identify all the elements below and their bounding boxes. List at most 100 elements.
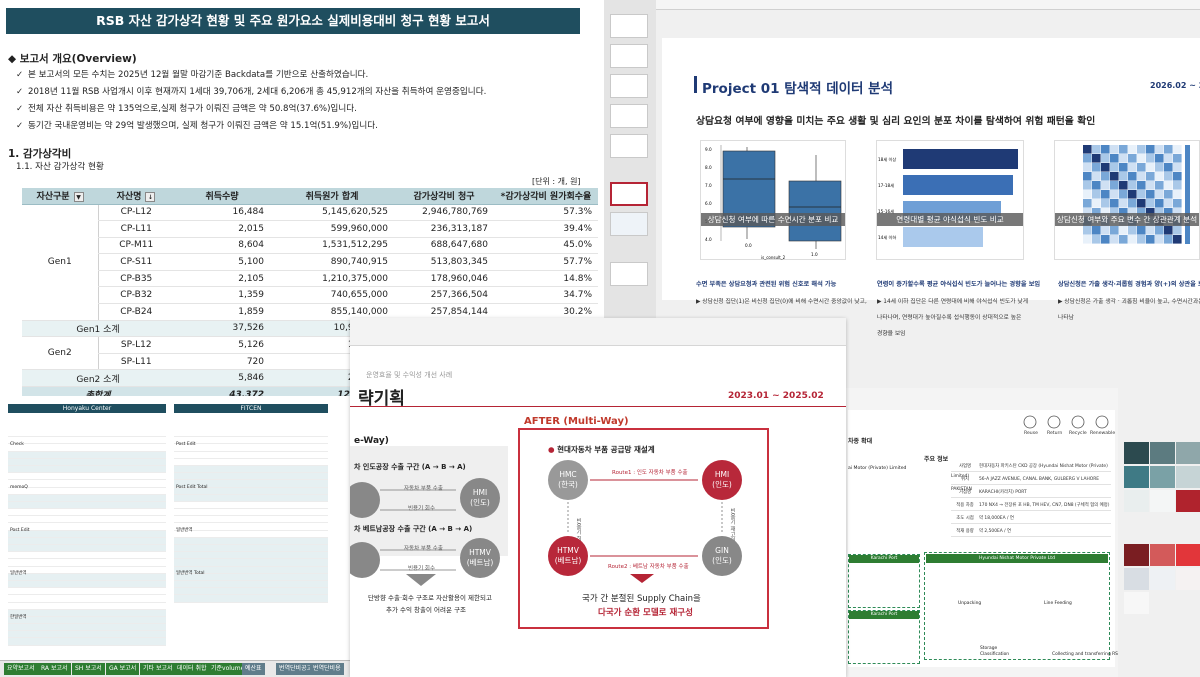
heatmap-cell [1164, 190, 1173, 199]
bar-category-label: 14세 이하 [878, 234, 896, 241]
column-header[interactable]: 자산명 ↓ [98, 188, 174, 205]
heatmap-cell [1128, 235, 1137, 244]
color-swatch[interactable] [1150, 442, 1175, 464]
slide-thumbnail-strip [604, 0, 656, 320]
icon-label: Return [1047, 431, 1063, 436]
color-swatch[interactable] [1124, 466, 1149, 488]
column-header[interactable]: 자산구분 ▼ [22, 188, 98, 205]
table-cell: 1,859 [174, 303, 270, 321]
heatmap-cell [1110, 199, 1119, 208]
slide-thumbnail[interactable] [610, 134, 648, 158]
heatmap-card: 상담신청 여부와 주요 변수 간 상관관계 분석 [1054, 140, 1200, 260]
color-swatch[interactable] [1124, 568, 1149, 590]
heatmap-cell [1137, 199, 1146, 208]
pivot-row [174, 452, 328, 459]
column-header: 감가상각비 청구 [394, 188, 494, 205]
slide-thumbnail[interactable] [610, 14, 648, 38]
sheet-tab[interactable]: 번역단비용 [310, 663, 344, 675]
slide-title: 략기획 [358, 389, 405, 409]
down-arrow-icon [406, 574, 436, 586]
heatmap-cell [1137, 190, 1146, 199]
table-cell: 8,604 [174, 237, 270, 255]
sheet-tab[interactable]: 요약보고서 [4, 663, 38, 675]
sheet-tab[interactable]: RA 보고서 [38, 663, 71, 675]
horizontal-ruler [350, 318, 846, 346]
check-icon: ✓ [16, 70, 24, 80]
table-cell: 5,100 [174, 253, 270, 271]
info-key: 적재 용량 [956, 529, 974, 534]
heatmap-cell [1101, 172, 1110, 181]
table-cell: SP-L12 [97, 336, 174, 354]
heatmap-cell [1155, 199, 1164, 208]
color-swatch[interactable] [1176, 568, 1200, 590]
color-swatch[interactable] [1176, 466, 1200, 488]
slide-thumbnail-selected[interactable] [610, 182, 648, 206]
heatmap-cell [1092, 163, 1101, 172]
sheet-tab-bar: 요약보고서 RA 보고서 SH 보고서 GA 보고서 기타 보고서 데이터 취합 기준vol… [0, 660, 352, 677]
pivot-row [8, 509, 166, 517]
pivot-row [174, 480, 328, 488]
info-row: 적용 차종 170 NX4 → 전장류 포 HB, TM HEV, CN7, DN… [951, 501, 1111, 511]
port-label: Karachi Port [849, 611, 919, 619]
info-row: 초도 시점 약 18,000EA / 연 [951, 514, 1111, 524]
heatmap-cell [1119, 181, 1128, 190]
info-row: 사업명 현대자동차 파키스탄 CKD 공장 (Hyundai Nishat Mot… [951, 462, 1111, 479]
node-hmi: HMI (인도) [702, 460, 742, 500]
sheet-tab[interactable]: SH 보고서 [72, 663, 105, 675]
table-cell: CP-M11 [97, 237, 174, 255]
heatmap-cell [1155, 226, 1164, 235]
pivot-row: Post Edit [8, 516, 166, 533]
heatmap-cell [1110, 235, 1119, 244]
color-swatch[interactable] [1176, 490, 1200, 512]
filter-dropdown-icon[interactable]: ▼ [73, 191, 84, 202]
heatmap-cell [1110, 145, 1119, 154]
heatmap-cell [1110, 208, 1119, 217]
color-swatch[interactable] [1124, 592, 1149, 614]
sort-icon[interactable]: ↓ [145, 191, 156, 202]
node-htmv: HTMV (베트남) [548, 536, 588, 576]
pivot-group-label: memoQ [10, 485, 28, 491]
table-row: CP-B35 2,105 1,210,375,000 178,960,046 14.8% [22, 270, 598, 288]
heatmap-cell [1119, 208, 1128, 217]
color-swatch[interactable] [1124, 544, 1149, 566]
pivot-row [174, 566, 328, 574]
sheet-tab[interactable]: GA 보고서 [106, 663, 140, 675]
color-swatch[interactable] [1176, 544, 1200, 566]
sheet-tab[interactable]: 데이터 취합 [174, 663, 210, 675]
sheet-tab[interactable]: 번역단비공고 [276, 663, 316, 675]
card-caption: 상담신청 여부와 주요 변수 간 상관관계 분석 [1055, 213, 1199, 226]
heatmap-cell [1128, 163, 1137, 172]
heatmap-cell [1173, 226, 1182, 235]
heatmap-cell [1146, 199, 1155, 208]
color-swatch[interactable] [1150, 568, 1175, 590]
pivot-row [8, 631, 166, 639]
section-heading: 차종 확대 [848, 438, 873, 445]
pivot-table-right: Post Edit Post Edit Total 일반번역 일반번역 Total [174, 430, 328, 603]
color-swatch[interactable] [1176, 442, 1200, 464]
slide-thumbnail[interactable] [610, 212, 648, 236]
heatmap-cell [1092, 145, 1101, 154]
color-swatch[interactable] [1124, 442, 1149, 464]
slide-thumbnail[interactable] [610, 262, 648, 286]
pivot-row [8, 567, 166, 574]
pivot-table-left: Check memoQ Post Edit 일반번역 한일번역 [8, 430, 166, 646]
return-label: 빈용기 회수 [575, 518, 581, 548]
column-header: 취득원가 합계 [270, 188, 394, 205]
sheet-tab[interactable]: 예산표 [242, 663, 265, 675]
column-header: *감가상각비 원가회수율 [494, 188, 598, 205]
slide-thumbnail[interactable] [610, 104, 648, 128]
slide-thumbnail[interactable] [610, 74, 648, 98]
slide-thumbnail[interactable] [610, 44, 648, 68]
heatmap-cell [1155, 145, 1164, 154]
sleep-boxplot: 9.08.07.06.05.04.0 0.0 1.0 is_consult_2 [705, 145, 842, 260]
pivot-row [8, 609, 166, 617]
color-swatch[interactable] [1150, 544, 1175, 566]
color-swatch[interactable] [1150, 490, 1175, 512]
color-swatch[interactable] [1124, 490, 1149, 512]
sheet-tab[interactable]: 기타 보고서 [140, 663, 176, 675]
heatmap-cell [1128, 199, 1137, 208]
color-swatch[interactable] [1150, 466, 1175, 488]
pivot-group-label: 한일번역 [10, 614, 27, 620]
heatmap-cell [1128, 190, 1137, 199]
heatmap-cell [1083, 163, 1092, 172]
